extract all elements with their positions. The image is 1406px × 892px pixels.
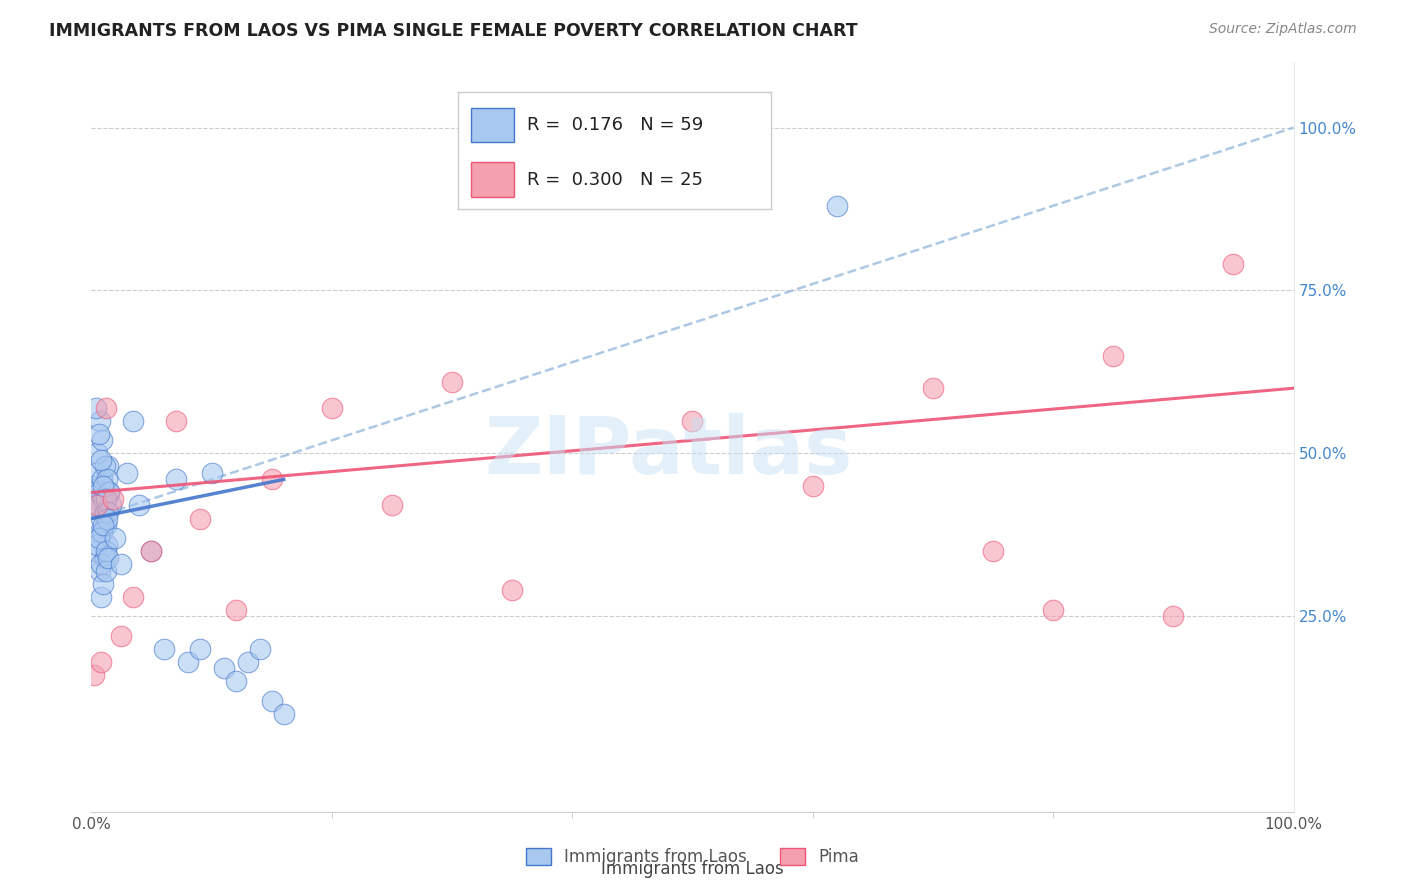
Point — [91, 472, 114, 486]
Text: ZIPatlas: ZIPatlas — [484, 413, 852, 491]
Point — [89, 564, 111, 578]
Point — [89, 414, 111, 428]
Point — [122, 414, 145, 428]
Point — [249, 641, 271, 656]
Point — [86, 446, 108, 460]
Point — [97, 505, 120, 519]
Point — [90, 511, 112, 525]
Legend: Immigrants from Laos, Pima: Immigrants from Laos, Pima — [517, 839, 868, 874]
Point — [225, 603, 247, 617]
Point — [165, 414, 187, 428]
Point — [90, 453, 112, 467]
Point — [83, 668, 105, 682]
Point — [94, 491, 117, 506]
Point — [101, 491, 124, 506]
Point — [110, 557, 132, 571]
Point — [93, 550, 115, 565]
Point — [83, 491, 105, 506]
Point — [90, 557, 112, 571]
Point — [87, 531, 110, 545]
Point — [86, 499, 108, 513]
Point — [200, 466, 222, 480]
Point — [825, 199, 848, 213]
Point — [84, 479, 107, 493]
Point — [97, 459, 120, 474]
Point — [212, 661, 235, 675]
Point — [96, 538, 118, 552]
Point — [98, 485, 121, 500]
Point — [681, 414, 703, 428]
Point — [94, 401, 117, 415]
Point — [561, 134, 583, 148]
Point — [260, 694, 283, 708]
Point — [94, 518, 117, 533]
Point — [165, 472, 187, 486]
Point — [87, 426, 110, 441]
Point — [84, 401, 107, 415]
Point — [152, 641, 174, 656]
Point — [98, 485, 121, 500]
Point — [97, 550, 120, 565]
Point — [84, 466, 107, 480]
Text: Source: ZipAtlas.com: Source: ZipAtlas.com — [1209, 22, 1357, 37]
Point — [104, 531, 127, 545]
Point — [501, 583, 523, 598]
Point — [225, 674, 247, 689]
Point — [1102, 349, 1125, 363]
Point — [91, 524, 114, 539]
Point — [100, 499, 122, 513]
Point — [91, 434, 114, 448]
Point — [94, 564, 117, 578]
Point — [273, 706, 295, 721]
Point — [141, 544, 163, 558]
Point — [94, 544, 117, 558]
Point — [110, 629, 132, 643]
Point — [1042, 603, 1064, 617]
Point — [93, 518, 115, 533]
Point — [321, 401, 343, 415]
Point — [440, 375, 463, 389]
Point — [188, 511, 211, 525]
Text: Immigrants from Laos: Immigrants from Laos — [602, 861, 783, 879]
Point — [981, 544, 1004, 558]
Point — [188, 641, 211, 656]
Point — [89, 524, 111, 539]
Text: IMMIGRANTS FROM LAOS VS PIMA SINGLE FEMALE POVERTY CORRELATION CHART: IMMIGRANTS FROM LAOS VS PIMA SINGLE FEMA… — [49, 22, 858, 40]
Point — [122, 590, 145, 604]
Point — [236, 655, 259, 669]
Point — [93, 491, 115, 506]
Point — [93, 576, 115, 591]
Point — [176, 655, 198, 669]
Point — [1161, 609, 1184, 624]
Point — [93, 505, 115, 519]
Point — [260, 472, 283, 486]
Point — [117, 466, 139, 480]
Point — [84, 544, 107, 558]
Point — [141, 544, 163, 558]
Point — [96, 511, 118, 525]
Point — [801, 479, 824, 493]
Point — [86, 538, 108, 552]
Point — [93, 479, 115, 493]
Point — [93, 459, 115, 474]
Point — [96, 472, 118, 486]
Point — [90, 590, 112, 604]
Point — [128, 499, 150, 513]
Point — [90, 655, 112, 669]
Point — [922, 381, 945, 395]
Point — [381, 499, 404, 513]
Point — [86, 499, 108, 513]
Point — [1222, 257, 1244, 271]
Point — [87, 485, 110, 500]
